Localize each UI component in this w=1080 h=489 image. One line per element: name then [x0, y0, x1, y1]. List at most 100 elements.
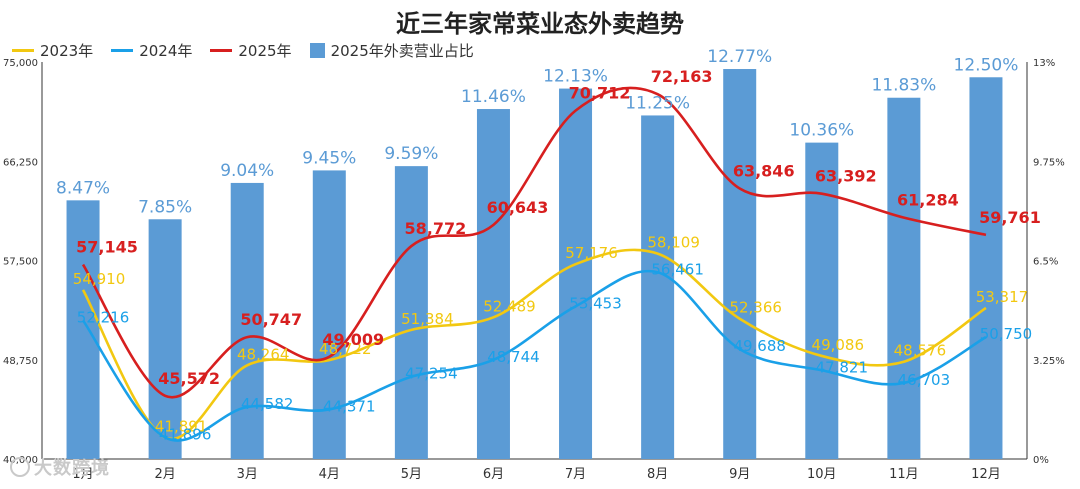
x-tick-label: 1月 — [72, 467, 93, 482]
series-data-label: 53,317 — [976, 288, 1029, 306]
series-data-label: 50,747 — [240, 310, 302, 329]
y-right-tick-label: 3.25% — [1033, 356, 1065, 367]
watermark-logo-icon — [10, 457, 30, 477]
bar — [476, 109, 510, 459]
series-data-label: 48,264 — [237, 345, 290, 363]
legend-swatch-share — [309, 43, 325, 58]
x-tick-label: 10月 — [807, 467, 837, 482]
bar — [723, 69, 757, 459]
x-tick-label: 6月 — [483, 467, 504, 482]
x-tick-label: 12月 — [971, 467, 1001, 482]
bar-value-label: 12.77% — [707, 47, 772, 67]
legend-item-share: 2025年外卖营业占比 — [309, 40, 474, 61]
series-data-label: 49,009 — [322, 330, 384, 349]
y-left-tick-label: 66,250 — [3, 157, 38, 168]
series-data-label: 48,722 — [319, 340, 372, 358]
series-line — [81, 86, 987, 399]
series-data-label: 52,216 — [77, 308, 130, 326]
bar-value-label: 12.50% — [954, 55, 1019, 75]
legend-label-2023: 2023年 — [40, 42, 94, 60]
series-data-label: 41,896 — [159, 425, 212, 443]
bar-value-label: 11.83% — [871, 76, 936, 96]
series-data-label: 53,453 — [569, 294, 622, 312]
y-left-tick-label: 75,000 — [3, 58, 38, 69]
series-data-label: 52,489 — [483, 297, 536, 315]
x-tick-label: 3月 — [237, 467, 258, 482]
series-line — [81, 248, 987, 441]
chart-title: 近三年家常菜业态外卖趋势 — [396, 10, 684, 38]
bar — [312, 170, 346, 459]
chart-legend: 2023年 2024年 2025年 2025年外卖营业占比 — [12, 40, 474, 61]
x-tick-label: 5月 — [401, 467, 422, 482]
series-data-label: 45,572 — [158, 369, 220, 388]
bar — [66, 200, 100, 459]
series-data-label: 48,576 — [894, 342, 947, 360]
bar — [559, 88, 593, 460]
bar-value-label: 10.36% — [789, 121, 854, 141]
x-tick-label: 8月 — [647, 467, 668, 482]
bar — [887, 97, 921, 459]
series-data-label: 57,176 — [565, 244, 618, 262]
bar — [230, 182, 264, 459]
axes-group: 40,00048,75057,50066,25075,0000%3.25%6.5… — [3, 58, 1065, 482]
series-data-label: 51,384 — [401, 310, 454, 328]
series-data-label: 61,284 — [897, 191, 959, 210]
series-data-label: 49,086 — [812, 336, 865, 354]
lines-group — [81, 86, 987, 442]
series-line — [81, 269, 987, 442]
bar — [641, 115, 675, 459]
series-data-label: 58,772 — [405, 219, 467, 238]
watermark: 大数跨境 — [10, 454, 110, 480]
y-right-tick-label: 0% — [1033, 455, 1049, 466]
legend-label-share: 2025年外卖营业占比 — [330, 42, 474, 60]
bar — [148, 219, 182, 459]
series-data-label: 47,821 — [816, 358, 869, 376]
legend-swatch-2024 — [111, 49, 134, 52]
series-data-label: 49,688 — [733, 337, 786, 355]
legend-item-2023: 2023年 — [12, 40, 93, 61]
series-data-label: 60,643 — [487, 198, 549, 217]
legend-item-2024: 2024年 — [111, 40, 192, 61]
series-data-label: 48,744 — [487, 348, 540, 366]
bar-value-label: 9.45% — [302, 148, 356, 168]
bar-value-label: 11.25% — [625, 93, 690, 113]
series-data-label: 52,366 — [729, 299, 782, 317]
bar-value-label: 9.04% — [220, 161, 274, 181]
bar-value-label: 9.59% — [384, 144, 438, 164]
watermark-text: 大数跨境 — [34, 458, 110, 479]
series-data-label: 63,846 — [733, 162, 795, 181]
bar — [805, 142, 839, 460]
series-data-label: 70,712 — [569, 84, 631, 103]
y-right-tick-label: 13% — [1033, 58, 1055, 69]
data-labels-group: 8.47% 7.85% 9.04% 9.45% 9.59% 11.46% 12.13% 11.… — [56, 47, 1041, 443]
series-data-label: 58,109 — [647, 234, 700, 252]
x-tick-label: 11月 — [889, 467, 919, 482]
series-data-label: 44,371 — [323, 397, 376, 415]
legend-label-2024: 2024年 — [139, 42, 193, 60]
series-data-label: 72,163 — [651, 67, 713, 86]
series-data-label: 44,582 — [241, 395, 294, 413]
series-data-label: 59,761 — [979, 208, 1041, 227]
bar-value-label: 11.46% — [461, 87, 526, 107]
legend-swatch-2023 — [12, 49, 34, 52]
x-tick-label: 7月 — [565, 467, 586, 482]
bar — [969, 77, 1003, 460]
bars-group — [66, 69, 1003, 460]
y-left-tick-label: 57,500 — [3, 257, 38, 268]
y-right-tick-label: 6.5% — [1033, 257, 1058, 268]
series-data-label: 54,910 — [73, 270, 126, 288]
series-data-label: 50,750 — [980, 325, 1033, 343]
bar-value-label: 8.47% — [56, 178, 110, 198]
legend-swatch-2025 — [210, 49, 233, 52]
x-tick-label: 9月 — [729, 467, 750, 482]
bar-value-label: 12.13% — [543, 67, 608, 87]
x-tick-label: 4月 — [319, 467, 340, 482]
y-right-tick-label: 9.75% — [1033, 157, 1065, 168]
series-data-label: 46,703 — [898, 371, 951, 389]
series-data-label: 57,145 — [76, 238, 138, 257]
bar-value-label: 7.85% — [138, 197, 192, 217]
series-data-label: 63,392 — [815, 167, 877, 186]
x-tick-label: 2月 — [154, 467, 175, 482]
legend-label-2025: 2025年 — [238, 42, 292, 60]
